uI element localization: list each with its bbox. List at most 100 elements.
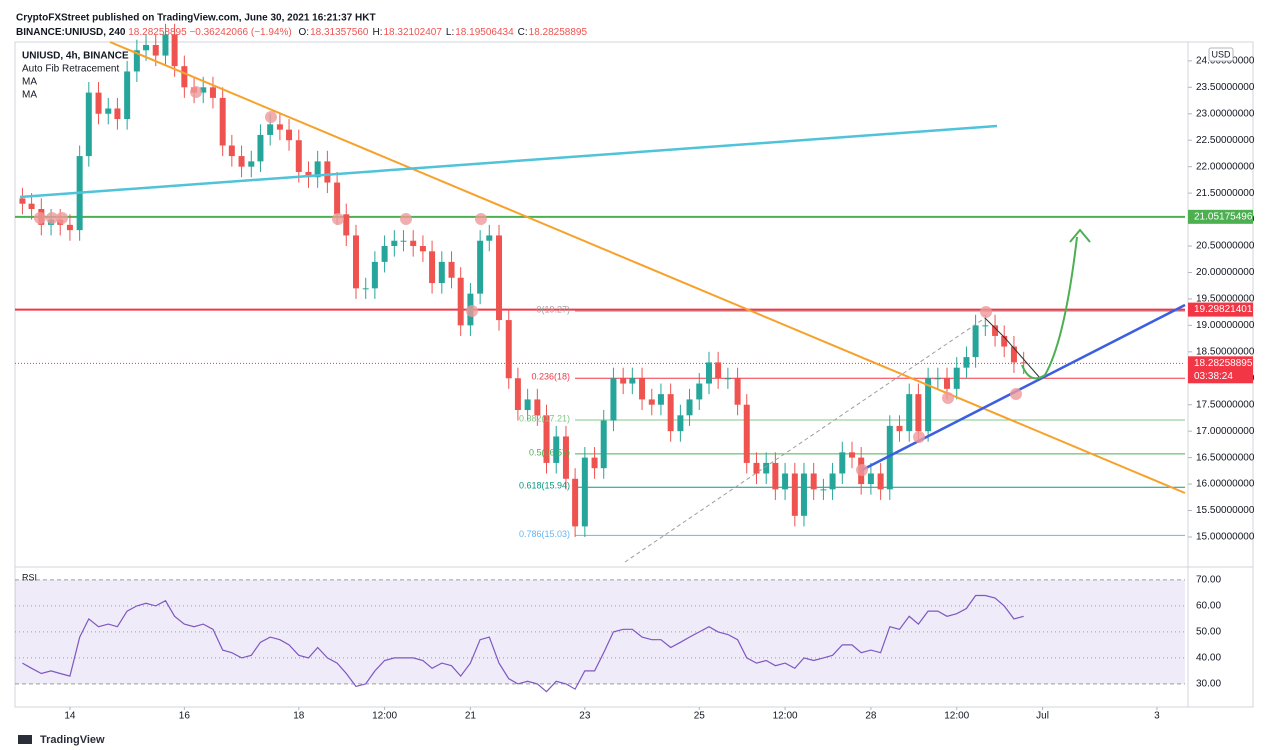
candle-body xyxy=(925,378,932,432)
candle-body xyxy=(953,367,960,389)
legend-item: MA xyxy=(22,90,37,101)
candle-body xyxy=(943,378,950,389)
ohlc-value: 18.19506434 xyxy=(455,27,514,38)
candle-body xyxy=(400,240,407,242)
candle-body xyxy=(314,161,321,178)
candle-body xyxy=(19,198,26,204)
circle xyxy=(400,213,412,225)
rsi-tick-label: 30.00 xyxy=(1196,679,1221,690)
candle-body xyxy=(1001,335,1008,347)
circle xyxy=(980,306,992,318)
candle-body xyxy=(181,66,188,88)
candle-body xyxy=(906,394,913,432)
rsi-tick-label: 60.00 xyxy=(1196,601,1221,612)
highlights xyxy=(34,86,1022,476)
candle-body xyxy=(724,378,731,380)
candle-body xyxy=(562,436,569,479)
candle-body xyxy=(514,378,521,411)
x-tick-label: 25 xyxy=(694,711,706,722)
candle-body xyxy=(524,399,531,411)
candle-body xyxy=(295,140,302,172)
y-tick-label: 15.00000000 xyxy=(1196,532,1255,543)
circle xyxy=(46,212,58,224)
circle xyxy=(475,213,487,225)
candle-body xyxy=(1010,346,1017,363)
candle-body xyxy=(639,378,646,400)
fib-label: 0.236(18) xyxy=(531,372,570,382)
candle-body xyxy=(429,251,436,284)
x-tick-label: 3 xyxy=(1154,711,1160,722)
x-tick-label: 16 xyxy=(179,711,191,722)
y-tick-label: 15.50000000 xyxy=(1196,505,1255,516)
candle-body xyxy=(200,87,207,93)
level-badge xyxy=(1188,209,1253,224)
rsi-tick-label: 70.00 xyxy=(1196,575,1221,586)
currency: USD xyxy=(1211,49,1231,59)
candle-body xyxy=(171,34,178,67)
ohlc-label: H: xyxy=(373,27,383,38)
arrow-head xyxy=(1069,228,1091,243)
x-tick-label: 28 xyxy=(865,711,877,722)
candle-body xyxy=(543,415,550,463)
candle-body xyxy=(85,92,92,157)
candle-body xyxy=(982,325,989,327)
candle-body xyxy=(105,108,112,114)
legend-item: Auto Fib Retracement xyxy=(22,64,119,75)
candle-body xyxy=(572,478,579,527)
level-badge xyxy=(1188,302,1253,317)
candle-body xyxy=(877,473,884,490)
rsi-name: RSI xyxy=(22,572,37,582)
currency-box xyxy=(1208,47,1234,62)
candle-body xyxy=(133,50,140,72)
countdown: 03:38:24 xyxy=(1194,371,1233,382)
footer: TradingView xyxy=(40,734,105,746)
circle xyxy=(56,212,68,224)
fib-label: 0.618(15.94) xyxy=(519,481,570,491)
y-tick-label: 20.00000000 xyxy=(1196,267,1255,278)
y-tick-label: 21.50000000 xyxy=(1196,188,1255,199)
candle-body xyxy=(972,325,979,358)
ohlc-label: L: xyxy=(446,27,454,38)
y-tick-label: 17.50000000 xyxy=(1196,399,1255,410)
candle-body xyxy=(839,452,846,474)
circle xyxy=(190,86,202,98)
candle-body xyxy=(209,87,216,98)
candle-body xyxy=(820,489,827,491)
drawings xyxy=(19,41,1186,563)
candle-body xyxy=(28,203,35,209)
candle-body xyxy=(505,320,512,379)
last-price-badge xyxy=(1188,356,1253,384)
candle-body xyxy=(438,261,445,284)
candle-body xyxy=(849,452,856,458)
publisher: CryptoFXStreet published on TradingView.… xyxy=(16,13,376,24)
y-tick-label: 22.50000000 xyxy=(1196,135,1255,146)
candle-body xyxy=(238,156,245,167)
candle-body xyxy=(610,378,617,421)
candle-body xyxy=(371,261,378,289)
candle-body xyxy=(276,124,283,130)
x-tick-label: 18 xyxy=(293,711,305,722)
candle-body xyxy=(486,235,493,241)
candle-body xyxy=(534,399,541,416)
candle-body xyxy=(267,124,274,135)
y-tick-label: 22.00000000 xyxy=(1196,161,1255,172)
candle-body xyxy=(381,246,388,262)
candle-body xyxy=(228,145,235,157)
circle xyxy=(913,431,925,443)
last-price-label: 18.28258895 xyxy=(1194,358,1253,369)
fib-label: 0.786(15.03) xyxy=(519,529,570,539)
circle xyxy=(34,212,46,224)
candle-body xyxy=(286,129,293,141)
candle-body xyxy=(334,182,341,215)
candle-body xyxy=(410,240,417,247)
trendline-cyan xyxy=(19,124,998,199)
candle-body xyxy=(934,378,941,380)
candle-body xyxy=(152,45,159,56)
candle-body xyxy=(143,45,150,51)
symbol-line: BINANCE:UNIUSD, 240 18.28258895 −0.36242… xyxy=(16,27,587,38)
candle-body xyxy=(219,97,226,146)
circle xyxy=(332,213,344,225)
candle-body xyxy=(734,378,741,405)
ohlc-value: 18.28258895 xyxy=(529,27,588,38)
y-tick-label: 19.00000000 xyxy=(1196,320,1255,331)
